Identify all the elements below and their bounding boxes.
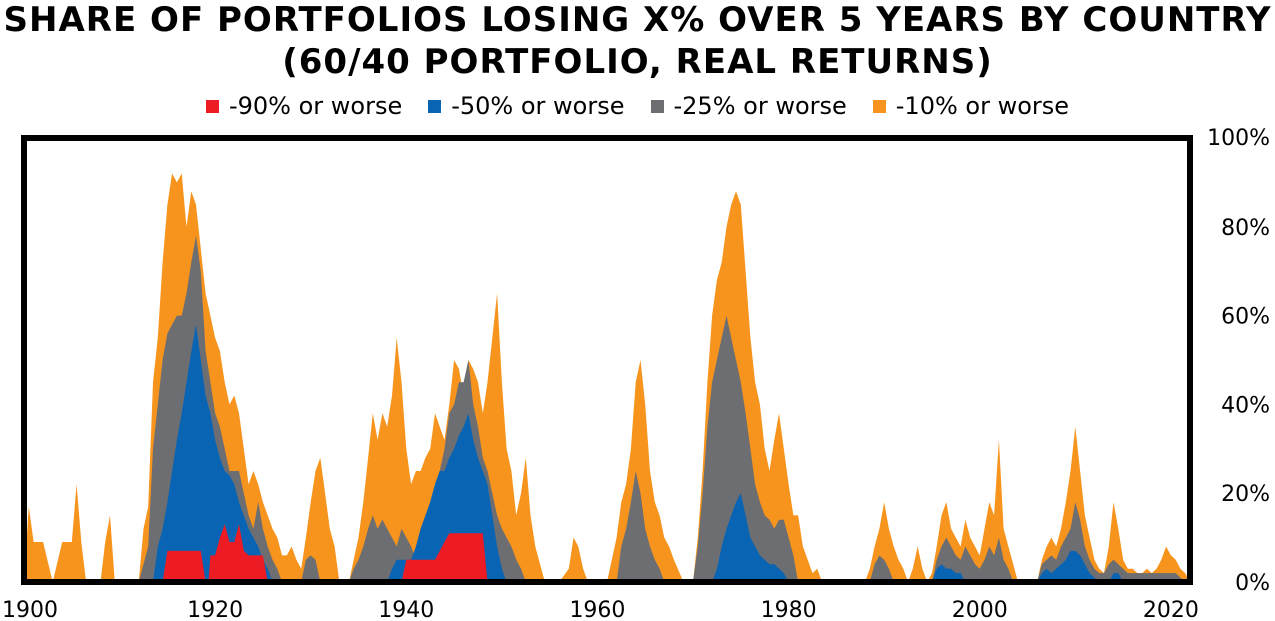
- legend-label-25: -25% or worse: [673, 92, 847, 120]
- y-axis: 0% 20% 40% 60% 80% 100%: [1207, 126, 1270, 596]
- y-tick-label: 60%: [1221, 305, 1270, 330]
- x-tick-label: 1900: [2, 598, 58, 621]
- y-tick-label: 100%: [1207, 126, 1270, 151]
- legend-label-90: -90% or worse: [228, 92, 403, 120]
- y-tick-label: 80%: [1221, 216, 1270, 241]
- legend-label-50: -50% or worse: [451, 92, 625, 120]
- legend-item-10: -10% or worse: [872, 92, 1070, 120]
- legend-label-10: -10% or worse: [895, 92, 1070, 120]
- legend: -90% or worse -50% or worse -25% or wors…: [0, 92, 1275, 120]
- chart-areas: [24, 173, 1190, 582]
- series-area-1: [24, 235, 1190, 582]
- y-tick-label: 40%: [1221, 393, 1270, 418]
- legend-swatch-90: [205, 99, 219, 113]
- y-tick-label: 0%: [1235, 571, 1270, 596]
- series-area-2: [24, 324, 1190, 582]
- legend-swatch-50: [428, 99, 442, 113]
- x-tick-label: 1940: [378, 598, 434, 621]
- plot-frame: [21, 135, 1193, 585]
- series-area-0: [24, 173, 1190, 582]
- x-tick-label: 1980: [761, 598, 817, 621]
- x-tick-label: 1920: [187, 598, 243, 621]
- x-axis: 1900 1920 1940 1960 1980 2000 2020: [2, 598, 1199, 621]
- legend-item-25: -25% or worse: [650, 92, 847, 120]
- legend-swatch-10: [872, 99, 886, 113]
- legend-item-50: -50% or worse: [428, 92, 625, 120]
- y-tick-label: 20%: [1221, 482, 1270, 507]
- chart-subtitle: (60/40 PORTFOLIO, REAL RETURNS): [282, 42, 993, 82]
- x-tick-label: 1960: [569, 598, 625, 621]
- legend-item-90: -90% or worse: [205, 92, 403, 120]
- chart-title: SHARE OF PORTFOLIOS LOSING X% OVER 5 YEA…: [3, 0, 1272, 40]
- x-tick-label: 2020: [1143, 598, 1199, 621]
- legend-swatch-25: [650, 99, 664, 113]
- x-tick-label: 2000: [952, 598, 1008, 621]
